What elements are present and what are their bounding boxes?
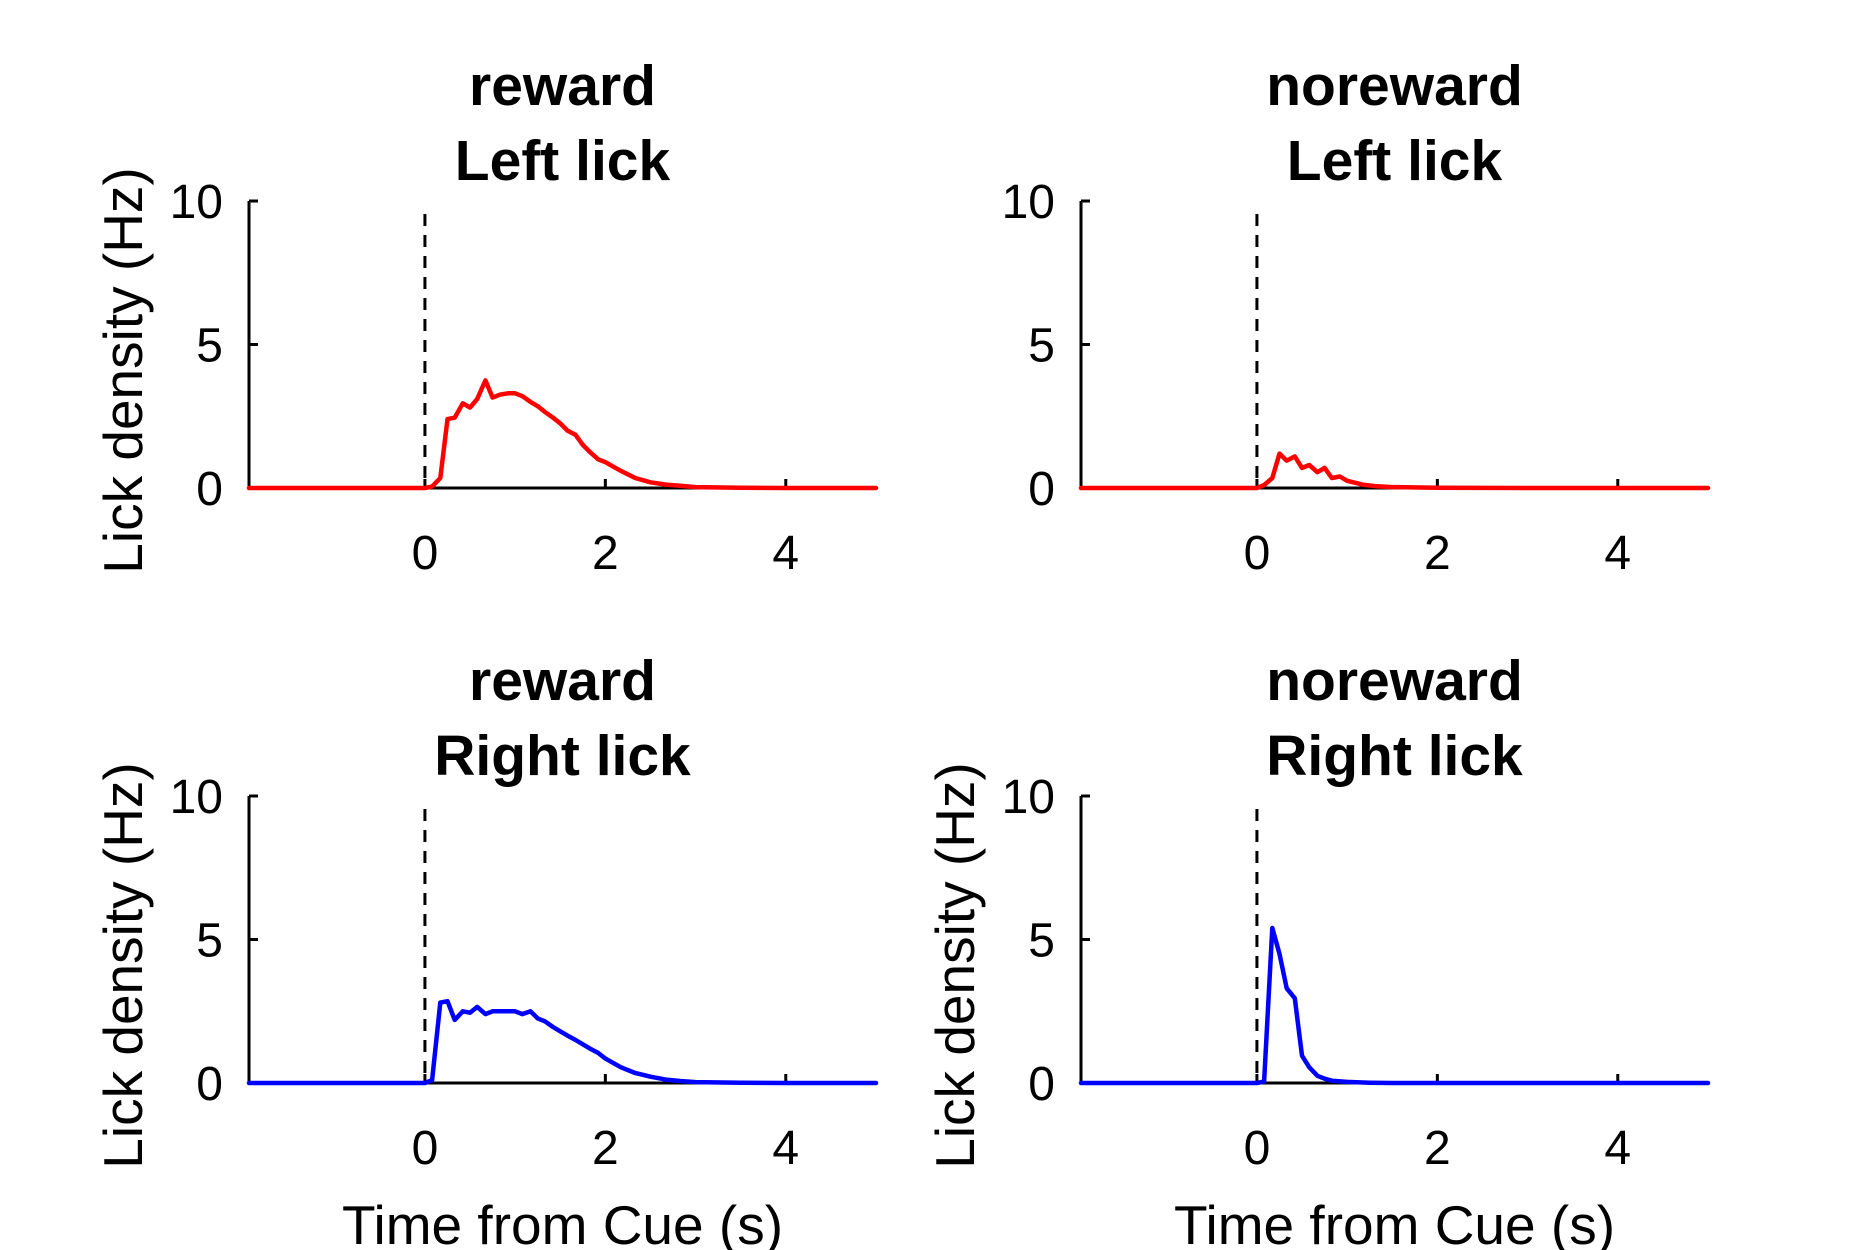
y-axis-label: Lick density (Hz) (92, 762, 154, 1168)
x-tick-label: 4 (1604, 527, 1631, 580)
y-tick-label: 10 (170, 176, 223, 229)
y-tick-label: 5 (196, 915, 223, 968)
x-tick-label: 4 (772, 1122, 799, 1175)
x-tick-label: 0 (1244, 527, 1271, 580)
chart-title-line-1: reward (469, 649, 656, 713)
subplot-3: reward Right lick 0 5 10 0 2 4 Lick density (Hz)… (92, 649, 879, 1250)
chart-title-line-2: Right lick (1266, 724, 1523, 788)
subplot-1: reward Left lick 0 5 10 0 2 4 Lick density (Hz) (92, 54, 879, 580)
chart-title-line-2: Left lick (455, 129, 671, 193)
y-tick-label: 0 (1028, 1058, 1055, 1111)
chart-title-line-2: Left lick (1287, 129, 1503, 193)
y-tick-label: 0 (1028, 463, 1055, 516)
y-tick-label: 10 (1002, 771, 1055, 824)
series-line-1 (246, 998, 879, 1086)
y-tick-label: 5 (1028, 915, 1055, 968)
x-tick-label: 2 (592, 527, 619, 580)
subplot-2: noreward Left lick 0 5 10 0 2 4 (1002, 54, 1711, 580)
x-axis-label: Time from Cue (s) (1174, 1194, 1615, 1250)
x-tick-label: 2 (1424, 527, 1451, 580)
x-tick-label: 0 (412, 1122, 439, 1175)
chart-title-line-1: noreward (1266, 54, 1523, 118)
x-tick-label: 0 (1244, 1122, 1271, 1175)
y-tick-label: 10 (170, 771, 223, 824)
chart-title-line-2: Right lick (434, 724, 691, 788)
series-line-1 (1078, 451, 1711, 491)
chart-title-line-1: noreward (1266, 649, 1523, 713)
series-line-1 (1078, 925, 1711, 1086)
y-tick-label: 10 (1002, 176, 1055, 229)
series-line-1 (246, 378, 879, 491)
x-tick-label: 4 (1604, 1122, 1631, 1175)
x-axis-label: Time from Cue (s) (342, 1194, 783, 1250)
x-tick-label: 2 (1424, 1122, 1451, 1175)
x-tick-label: 4 (772, 527, 799, 580)
y-tick-label: 0 (196, 1058, 223, 1111)
chart-title-line-1: reward (469, 54, 656, 118)
x-tick-label: 2 (592, 1122, 619, 1175)
subplot-4: noreward Right lick 0 5 10 0 2 4 Lick density (H… (924, 649, 1711, 1250)
y-tick-label: 5 (196, 320, 223, 373)
y-axis-label: Lick density (Hz) (924, 762, 986, 1168)
y-tick-label: 0 (196, 463, 223, 516)
y-tick-label: 5 (1028, 320, 1055, 373)
x-tick-label: 0 (412, 527, 439, 580)
y-axis-label: Lick density (Hz) (92, 167, 154, 573)
